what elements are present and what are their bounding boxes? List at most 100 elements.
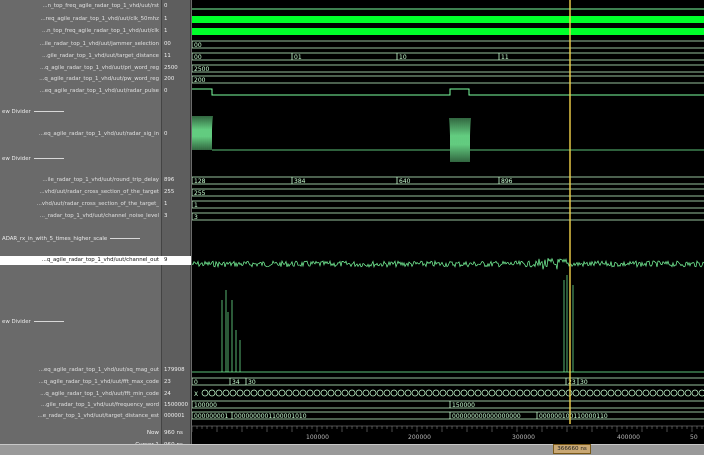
fft-min-cell [551, 389, 559, 397]
signal-value: 11 [164, 53, 171, 59]
signal-value: 179908 [164, 367, 185, 373]
fft-min-cell [453, 389, 461, 397]
ruler-tick-label: 300000 [512, 434, 535, 441]
fft-min-cell [222, 389, 230, 397]
fft-min-cell [271, 389, 279, 397]
signal-name[interactable]: ...gile_radar_top_1_vhd/uut/target_dista… [42, 53, 159, 59]
fft-max-bus-label: 34 [232, 379, 240, 386]
ruler-tick-label: 50 [690, 434, 698, 441]
rcs-bus-label: 255 [194, 190, 206, 197]
waveform-pane[interactable]: 00 00 01 10 11 2500 200 128 384 640 896 255 1 3 0 34 30 2… [192, 0, 704, 444]
signal-name[interactable]: ...eq_agile_radar_top_1_vhd/uut/sq_mag_o… [38, 367, 159, 373]
signal-names-pane[interactable]: ...n_top_freq_agile_radar_top_1_vhd/uut/… [0, 0, 162, 448]
signal-value: 23 [164, 379, 171, 385]
fft-min-cell [460, 389, 468, 397]
fft-min-cell [572, 389, 580, 397]
signal-value: 24 [164, 391, 171, 397]
signal-name[interactable]: ...vhd/uut/radar_cross_section_of_the_ta… [36, 201, 159, 207]
fft-min-cell [446, 389, 454, 397]
fft-min-cell [397, 389, 405, 397]
signal-name[interactable]: ...n_top_freq_agile_radar_top_1_vhd/uut/… [42, 3, 160, 9]
signal-name[interactable]: ...q_agile_radar_top_1_vhd/uut/fft_min_c… [40, 391, 159, 397]
signal-name[interactable]: ..._radar_top_1_vhd/uut/channel_noise_le… [39, 213, 159, 219]
round-trip-bus-label: 640 [399, 178, 411, 185]
signal-value: 1 [164, 28, 168, 34]
cursor-time-flag[interactable]: 366660 ns [553, 444, 591, 454]
signal-name[interactable]: ...gile_radar_top_1_vhd/uut/frequency_wo… [41, 402, 159, 408]
fft-min-cell [656, 389, 664, 397]
divider-rule [33, 158, 64, 159]
divider-rule [33, 111, 64, 112]
dist-est-bus-label: 000000001 [194, 413, 229, 420]
target-distance-bus-label: 00 [194, 54, 202, 61]
fft-min-cell [264, 389, 272, 397]
dist-est-bus-label: 000000100110000110 [539, 413, 608, 420]
dist-est-bus-label: 000000000000000000 [452, 413, 521, 420]
fft-min-cell [530, 389, 538, 397]
signal-name[interactable]: ...q_agile_radar_top_1_vhd/uut/fft_max_c… [38, 379, 159, 385]
signal-name[interactable]: ...q_agile_radar_top_1_vhd/uut/channel_o… [0, 256, 162, 265]
fft-min-cell [691, 389, 699, 397]
signal-name[interactable]: ...q_agile_radar_top_1_vhd/uut/pri_word_… [39, 65, 159, 71]
pri-bus-label: 2500 [194, 66, 209, 73]
signal-name[interactable]: ...eq_agile_radar_top_1_vhd/uut/radar_pu… [39, 88, 159, 94]
fft-min-cell [327, 389, 335, 397]
fft-min-cell [621, 389, 629, 397]
signal-name[interactable]: ...ile_radar_top_1_vhd/uut/round_trip_de… [42, 177, 159, 183]
signal-value: 896 [164, 177, 175, 183]
sig-in-burst-2 [449, 117, 471, 163]
fft-min-cell [390, 389, 398, 397]
signal-name[interactable]: ...ile_radar_top_1_vhd/uut/jammer_select… [39, 41, 159, 47]
signal-name[interactable]: ...n_top_freq_agile_radar_top_1_vhd/uut/… [42, 28, 159, 34]
fft-min-x-label: X [194, 391, 198, 398]
jammer-bus-label: 00 [194, 42, 202, 49]
signal-name[interactable]: ...vhd/uut/radar_cross_section_of_the_ta… [39, 189, 159, 195]
clk-wave [192, 28, 704, 35]
signal-value: 9 [162, 256, 191, 265]
signal-values-pane[interactable]: 0 1 1 00 11 2500 200 0 0 896 255 1 3 9 179908 23 24 15000… [162, 0, 191, 448]
fft-min-cell [544, 389, 552, 397]
divider-row[interactable]: ew Divider [0, 108, 162, 117]
freq-word-bus-label: 100000 [194, 402, 217, 409]
target-distance-bus-label: 11 [501, 54, 509, 61]
fft-min-cell [236, 389, 244, 397]
fft-min-cell [278, 389, 286, 397]
fft-min-cell [418, 389, 426, 397]
fft-min-cell [411, 389, 419, 397]
fft-min-cell [600, 389, 608, 397]
signal-name[interactable]: ...eq_agile_radar_top_1_vhd/uut/radar_si… [38, 131, 159, 137]
target-distance-bus-label: 01 [294, 54, 302, 61]
signal-value: 200 [164, 76, 175, 82]
fft-min-cell [558, 389, 566, 397]
fft-min-cell [243, 389, 251, 397]
fft-min-cell [628, 389, 636, 397]
signal-name[interactable]: ...q_agile_radar_top_1_vhd/uut/pw_word_r… [39, 76, 159, 82]
signal-name[interactable]: ...req_agile_radar_top_1_vhd/uut/clk_50m… [40, 16, 159, 22]
ruler-tick-label: 400000 [617, 434, 640, 441]
fft-min-cell [649, 389, 657, 397]
signal-value: 1 [164, 201, 168, 207]
signal-value: 0 [164, 3, 168, 9]
rcs2-bus-label: 1 [194, 202, 198, 209]
fft-min-cell [579, 389, 587, 397]
round-trip-bus-label: 128 [194, 178, 206, 185]
fft-min-cell [635, 389, 643, 397]
time-ruler-strip [0, 444, 704, 455]
divider-row[interactable]: ew Divider [0, 318, 162, 327]
fft-min-cell [201, 389, 209, 397]
dist-est-bus-label: 0000000001100001010 [234, 413, 307, 420]
target-distance-bus-label: 10 [399, 54, 407, 61]
fft-min-cell [229, 389, 237, 397]
divider-rule [110, 238, 141, 239]
fft-min-cell [334, 389, 342, 397]
fft-min-cell [257, 389, 265, 397]
signal-name[interactable]: ...e_radar_top_1_vhd/uut/target_distance… [37, 413, 159, 419]
divider-row[interactable]: ew Divider [0, 155, 162, 164]
ruler-tick-label: 200000 [408, 434, 431, 441]
fft-min-cell [320, 389, 328, 397]
radar-pulse-wave [192, 88, 704, 96]
fft-min-cell [516, 389, 524, 397]
divider-row[interactable]: ADAR_rx_in_with_5_times_higher_scale [0, 235, 162, 244]
